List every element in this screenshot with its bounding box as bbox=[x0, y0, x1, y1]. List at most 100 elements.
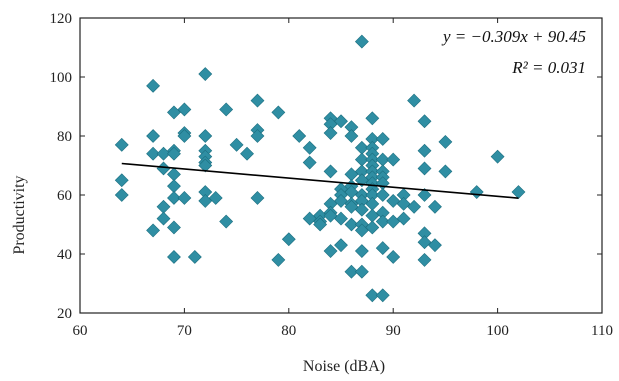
data-point bbox=[417, 161, 432, 176]
data-point bbox=[250, 129, 265, 143]
data-point bbox=[167, 250, 181, 264]
x-axis-title: Noise (dBA) bbox=[303, 358, 385, 375]
data-point bbox=[438, 164, 453, 179]
data-point bbox=[146, 78, 161, 93]
data-point bbox=[177, 191, 192, 205]
x-tick-label: 110 bbox=[591, 323, 613, 339]
data-point bbox=[187, 250, 202, 264]
data-point bbox=[365, 208, 380, 223]
y-axis-ticks: 20 40 60 80 100 120 bbox=[50, 11, 602, 322]
data-point bbox=[156, 199, 171, 214]
r-squared-label: R² = 0.031 bbox=[511, 58, 586, 77]
data-point bbox=[354, 264, 369, 279]
data-point bbox=[177, 102, 192, 117]
data-point bbox=[167, 146, 181, 161]
data-point bbox=[146, 223, 161, 238]
data-point bbox=[344, 129, 359, 143]
data-point bbox=[323, 208, 338, 223]
data-point bbox=[469, 185, 484, 199]
data-point bbox=[271, 252, 286, 267]
data-point bbox=[354, 202, 369, 217]
data-point bbox=[219, 102, 234, 117]
regression-equation: y = −0.309x + 90.45 bbox=[441, 27, 586, 46]
x-tick-label: 90 bbox=[386, 323, 401, 339]
data-point bbox=[229, 137, 244, 152]
data-point bbox=[208, 191, 223, 205]
data-point bbox=[156, 161, 171, 176]
data-point bbox=[407, 93, 422, 108]
data-point bbox=[417, 252, 432, 267]
data-point bbox=[198, 193, 213, 208]
data-point bbox=[198, 67, 213, 81]
data-point bbox=[323, 126, 338, 140]
data-point bbox=[344, 217, 359, 232]
x-tick-label: 70 bbox=[177, 323, 192, 339]
data-point bbox=[302, 140, 317, 155]
data-point bbox=[146, 129, 161, 143]
x-tick-label: 80 bbox=[281, 323, 296, 339]
data-point bbox=[344, 199, 359, 214]
y-axis-title: Productivity bbox=[11, 175, 28, 254]
data-point bbox=[417, 188, 432, 202]
data-point bbox=[428, 199, 442, 214]
y-tick-label: 100 bbox=[50, 70, 73, 86]
data-point bbox=[428, 238, 442, 253]
data-point bbox=[114, 188, 129, 202]
data-point bbox=[167, 191, 181, 205]
trendline bbox=[121, 162, 519, 199]
data-point bbox=[490, 149, 505, 164]
data-point bbox=[407, 199, 422, 214]
data-point bbox=[250, 191, 265, 205]
data-point bbox=[219, 214, 234, 229]
data-point bbox=[344, 167, 359, 182]
data-point bbox=[240, 146, 254, 161]
data-point bbox=[386, 152, 401, 167]
data-point bbox=[365, 196, 380, 211]
data-point bbox=[365, 111, 380, 126]
plot-border bbox=[79, 17, 603, 314]
data-point bbox=[354, 244, 369, 258]
plot-frame bbox=[79, 17, 603, 314]
x-tick-label: 60 bbox=[73, 323, 88, 339]
data-point bbox=[167, 167, 181, 182]
data-point bbox=[146, 146, 161, 161]
data-point bbox=[302, 155, 317, 170]
data-point bbox=[302, 211, 317, 226]
data-point bbox=[365, 288, 380, 303]
data-point bbox=[167, 220, 181, 235]
data-point bbox=[271, 105, 286, 120]
y-tick-label: 60 bbox=[57, 188, 72, 204]
data-point bbox=[281, 232, 296, 247]
y-tick-label: 120 bbox=[50, 11, 73, 27]
data-point bbox=[292, 129, 307, 143]
x-axis-ticks: 60 70 80 90 100 110 bbox=[73, 18, 613, 339]
data-point bbox=[198, 158, 213, 173]
data-point bbox=[114, 173, 129, 188]
data-point bbox=[511, 185, 526, 199]
data-point bbox=[198, 129, 213, 143]
data-point bbox=[396, 211, 411, 226]
data-point bbox=[417, 235, 432, 250]
data-point bbox=[396, 196, 411, 211]
data-point bbox=[375, 288, 390, 303]
data-point bbox=[386, 214, 401, 229]
data-point bbox=[354, 34, 369, 49]
data-point bbox=[177, 129, 192, 143]
data-point bbox=[323, 244, 338, 258]
data-points bbox=[114, 34, 526, 303]
data-point bbox=[334, 211, 348, 226]
data-point bbox=[375, 241, 390, 256]
data-point bbox=[167, 105, 181, 120]
data-point bbox=[375, 132, 390, 146]
data-point bbox=[334, 238, 348, 253]
x-tick-label: 100 bbox=[486, 323, 509, 339]
data-point bbox=[375, 214, 390, 229]
data-point bbox=[386, 193, 401, 208]
data-point bbox=[365, 220, 380, 235]
data-point bbox=[313, 217, 328, 232]
data-point bbox=[386, 250, 401, 264]
data-point bbox=[417, 114, 432, 129]
data-point bbox=[323, 164, 338, 179]
y-tick-label: 40 bbox=[57, 247, 72, 263]
